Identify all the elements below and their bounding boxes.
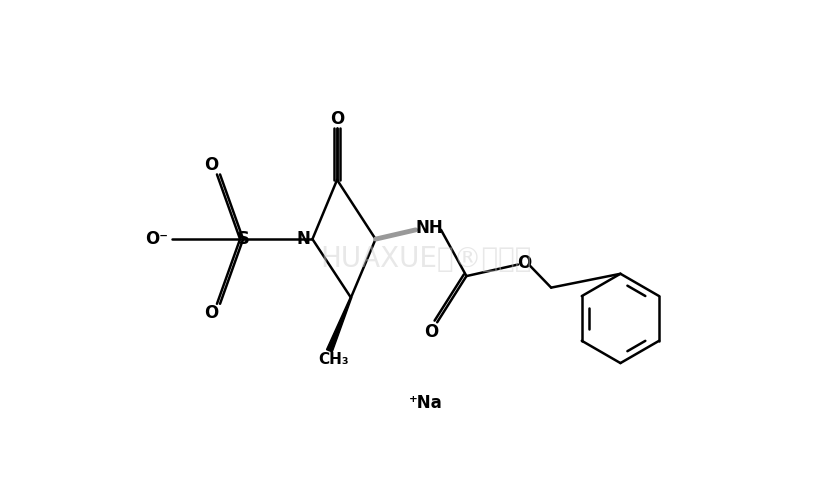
Polygon shape [326, 297, 352, 352]
Text: O: O [204, 156, 218, 174]
Text: ⁺Na: ⁺Na [409, 394, 443, 412]
Text: CH₃: CH₃ [318, 352, 349, 367]
Text: O: O [330, 110, 344, 128]
Text: O: O [517, 254, 532, 272]
Text: S: S [236, 230, 250, 248]
Text: N: N [296, 230, 310, 248]
Text: O: O [204, 304, 218, 322]
Text: O: O [423, 323, 438, 341]
Text: O⁻: O⁻ [145, 230, 167, 248]
Text: HUAXUE加®化学加: HUAXUE加®化学加 [320, 245, 532, 273]
Text: NH: NH [416, 219, 443, 236]
